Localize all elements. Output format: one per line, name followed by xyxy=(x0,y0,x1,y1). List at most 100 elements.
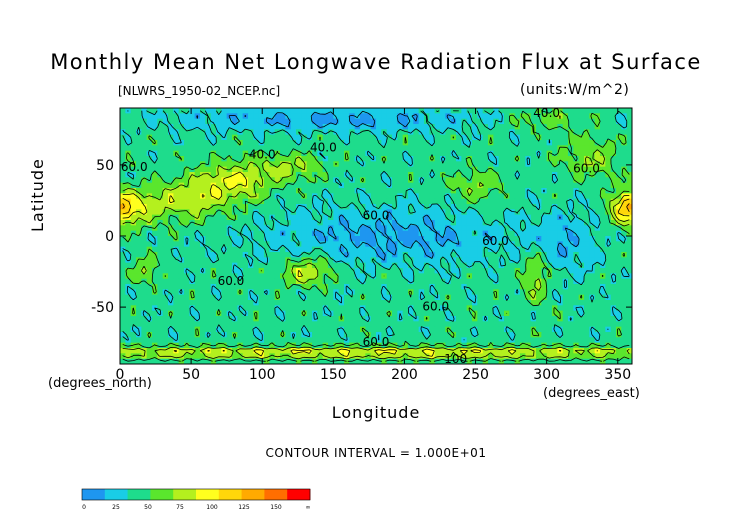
heatmap-cell xyxy=(546,118,553,125)
heatmap-cell xyxy=(509,246,516,253)
heatmap-cell xyxy=(621,294,628,301)
heatmap-cell xyxy=(418,284,425,290)
heatmap-cell xyxy=(205,134,212,141)
heatmap-cell xyxy=(130,262,137,269)
heatmap-cell xyxy=(141,321,148,328)
heatmap-cell xyxy=(280,177,286,184)
heatmap-cell xyxy=(578,145,585,152)
heatmap-cell xyxy=(568,118,574,125)
heatmap-cell xyxy=(493,252,500,258)
heatmap-cell xyxy=(146,188,153,194)
heatmap-cell xyxy=(605,289,612,296)
heatmap-cell xyxy=(269,166,276,173)
heatmap-cell xyxy=(600,305,606,312)
heatmap-cell xyxy=(525,326,532,333)
heatmap-cell xyxy=(386,348,393,354)
heatmap-cell xyxy=(365,289,372,296)
heatmap-cell xyxy=(290,145,297,152)
heatmap-cell xyxy=(541,257,548,264)
heatmap-cell xyxy=(221,257,228,264)
heatmap-cell xyxy=(152,230,158,237)
heatmap-cell xyxy=(152,177,158,184)
heatmap-cell xyxy=(226,353,233,360)
heatmap-cell xyxy=(237,204,244,210)
heatmap-cell xyxy=(317,204,324,210)
heatmap-cell xyxy=(525,284,532,290)
heatmap-cell xyxy=(306,134,313,141)
heatmap-cell xyxy=(221,316,228,322)
heatmap-cell xyxy=(472,252,478,258)
heatmap-cell xyxy=(333,316,340,322)
heatmap-cell xyxy=(488,268,494,274)
heatmap-cell xyxy=(445,129,452,136)
heatmap-cell xyxy=(290,289,297,296)
heatmap-cell xyxy=(189,230,196,237)
heatmap-cell xyxy=(536,268,542,274)
heatmap-cell xyxy=(136,225,142,232)
heatmap-cell xyxy=(493,305,500,312)
heatmap-cell xyxy=(242,294,249,301)
heatmap-cell xyxy=(402,321,409,328)
heatmap-cell xyxy=(509,342,516,349)
heatmap-cell xyxy=(573,198,580,205)
heatmap-cell xyxy=(280,134,286,141)
heatmap-cell xyxy=(216,246,222,253)
heatmap-cell xyxy=(493,246,500,253)
heatmap-cell xyxy=(424,300,430,306)
heatmap-cell xyxy=(237,326,244,333)
heatmap-cell xyxy=(328,241,334,248)
heatmap-cell xyxy=(205,198,212,205)
heatmap-cell xyxy=(370,337,377,344)
heatmap-cell xyxy=(397,252,404,258)
heatmap-cell xyxy=(130,257,137,264)
heatmap-cell xyxy=(397,220,404,226)
heatmap-cell xyxy=(509,129,516,136)
heatmap-cell xyxy=(216,316,222,322)
heatmap-cell xyxy=(578,236,585,242)
heatmap-cell xyxy=(514,236,521,242)
heatmap-cell xyxy=(200,262,206,269)
heatmap-cell xyxy=(525,262,532,269)
heatmap-cell xyxy=(210,156,217,162)
heatmap-cell xyxy=(557,284,564,290)
heatmap-cell xyxy=(466,246,473,253)
heatmap-cell xyxy=(349,140,356,146)
heatmap-cell xyxy=(157,209,164,216)
heatmap-cell xyxy=(568,300,574,306)
heatmap-cell xyxy=(488,294,494,301)
heatmap-cell xyxy=(600,246,606,253)
heatmap-cell xyxy=(370,145,377,152)
heatmap-cell xyxy=(296,182,302,189)
heatmap-cell xyxy=(610,182,617,189)
heatmap-cell xyxy=(205,193,212,200)
heatmap-cell xyxy=(616,305,622,312)
heatmap-cell xyxy=(605,284,612,290)
heatmap-cell xyxy=(274,214,281,221)
heatmap-cell xyxy=(360,278,366,285)
heatmap-cell xyxy=(482,118,489,125)
heatmap-cell xyxy=(194,172,201,178)
heatmap-cell xyxy=(338,134,345,141)
heatmap-cell xyxy=(434,236,441,242)
heatmap-cell xyxy=(610,273,617,280)
heatmap-cell xyxy=(418,177,425,184)
heatmap-cell xyxy=(626,252,632,258)
heatmap-cell xyxy=(578,353,585,360)
heatmap-cell xyxy=(157,214,164,221)
heatmap-cell xyxy=(584,108,590,114)
heatmap-cell xyxy=(306,225,313,232)
heatmap-cell xyxy=(493,316,500,322)
heatmap-cell xyxy=(285,140,292,146)
heatmap-cell xyxy=(568,140,574,146)
heatmap-cell xyxy=(152,108,158,114)
heatmap-cell xyxy=(514,161,521,168)
heatmap-cell xyxy=(264,268,270,274)
heatmap-cell xyxy=(541,326,548,333)
heatmap-cell xyxy=(413,326,420,333)
heatmap-cell xyxy=(504,289,510,296)
heatmap-cell xyxy=(152,358,158,364)
heatmap-cell xyxy=(509,124,516,130)
heatmap-cell xyxy=(194,182,201,189)
heatmap-cell xyxy=(205,353,212,360)
heatmap-cell xyxy=(626,358,632,364)
